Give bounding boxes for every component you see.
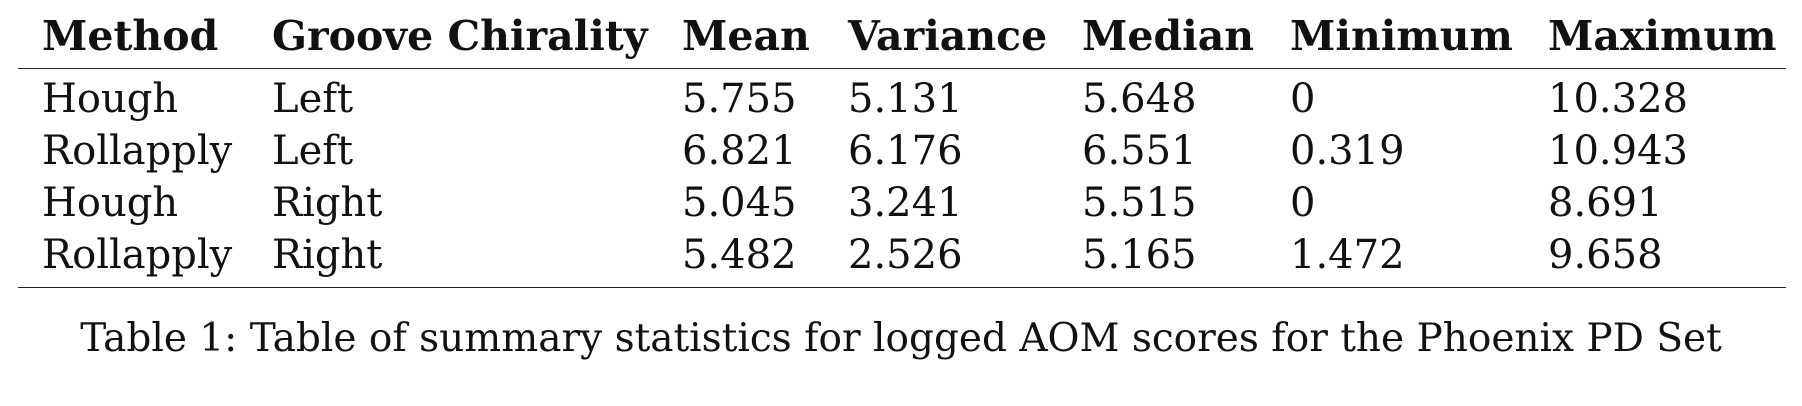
cell-mean: 5.482 xyxy=(682,232,797,278)
cell-groove-chirality: Right xyxy=(272,232,383,278)
cell-median: 5.648 xyxy=(1082,76,1197,122)
header-maximum: Maximum xyxy=(1548,12,1777,60)
header-method: Method xyxy=(42,12,219,60)
cell-mean: 6.821 xyxy=(682,128,797,174)
header-groove-chirality: Groove Chirality xyxy=(272,12,648,60)
cell-variance: 5.131 xyxy=(848,76,963,122)
cell-maximum: 10.328 xyxy=(1548,76,1688,122)
table-row: Rollapply Left 6.821 6.176 6.551 0.319 1… xyxy=(18,125,1786,177)
cell-minimum: 1.472 xyxy=(1290,232,1405,278)
cell-method: Hough xyxy=(42,180,179,226)
header-variance: Variance xyxy=(848,12,1048,60)
cell-minimum: 0 xyxy=(1290,180,1316,226)
table-row: Rollapply Right 5.482 2.526 5.165 1.472 … xyxy=(18,229,1786,288)
header-mean: Mean xyxy=(682,12,810,60)
header-minimum: Minimum xyxy=(1290,12,1513,60)
header-row: Method Groove Chirality Mean Variance Me… xyxy=(18,8,1786,69)
cell-groove-chirality: Right xyxy=(272,180,383,226)
cell-method: Hough xyxy=(42,76,179,122)
cell-variance: 3.241 xyxy=(848,180,963,226)
cell-minimum: 0 xyxy=(1290,76,1316,122)
cell-median: 5.515 xyxy=(1082,180,1197,226)
cell-minimum: 0.319 xyxy=(1290,128,1405,174)
table-row: Hough Left 5.755 5.131 5.648 0 10.328 xyxy=(18,69,1786,126)
table-body: Hough Left 5.755 5.131 5.648 0 10.328 Ro… xyxy=(18,69,1786,288)
cell-mean: 5.045 xyxy=(682,180,797,226)
cell-variance: 6.176 xyxy=(848,128,963,174)
summary-statistics-table-container: Method Groove Chirality Mean Variance Me… xyxy=(18,8,1786,288)
cell-mean: 5.755 xyxy=(682,76,797,122)
cell-maximum: 8.691 xyxy=(1548,180,1663,226)
cell-method: Rollapply xyxy=(42,232,233,278)
cell-variance: 2.526 xyxy=(848,232,963,278)
cell-median: 6.551 xyxy=(1082,128,1197,174)
table-row: Hough Right 5.045 3.241 5.515 0 8.691 xyxy=(18,177,1786,229)
cell-groove-chirality: Left xyxy=(272,76,354,122)
table-caption: Table 1: Table of summary statistics for… xyxy=(80,316,1722,361)
cell-method: Rollapply xyxy=(42,128,233,174)
cell-maximum: 10.943 xyxy=(1548,128,1688,174)
cell-median: 5.165 xyxy=(1082,232,1197,278)
cell-groove-chirality: Left xyxy=(272,128,354,174)
header-median: Median xyxy=(1082,12,1255,60)
cell-maximum: 9.658 xyxy=(1548,232,1663,278)
summary-statistics-table: Method Groove Chirality Mean Variance Me… xyxy=(18,8,1786,288)
table-header: Method Groove Chirality Mean Variance Me… xyxy=(18,8,1786,69)
